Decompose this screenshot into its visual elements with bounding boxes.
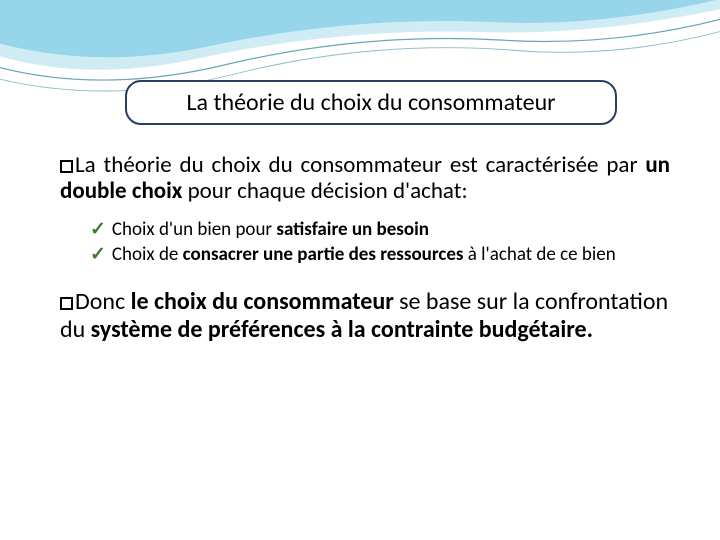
subitem-pre: Choix d'un bien pour [112, 218, 276, 241]
para1-prefix: La théorie du choix du consommateur est … [75, 151, 645, 179]
list-item-text: Choix d'un bien pour satisfaire un besoi… [112, 219, 670, 242]
square-bullet-icon [60, 297, 73, 310]
para2-b1: le choix du consommateur [131, 287, 400, 316]
content-area: La théorie du choix du consommateur est … [60, 152, 670, 344]
checkmark-icon: ✓ [90, 244, 106, 267]
para2-t1: Donc [75, 287, 131, 316]
paragraph-1: La théorie du choix du consommateur est … [60, 152, 670, 205]
para1-suffix: pour chaque décision d'achat: [182, 177, 467, 205]
title-box: La théorie du choix du consommateur [125, 80, 617, 125]
list-item-text: Choix de consacrer une partie des ressou… [112, 244, 670, 267]
para2-b2: système de préférences à la contrainte b… [91, 315, 593, 344]
subitem-bold: satisfaire un besoin [276, 218, 429, 241]
sub-list: ✓ Choix d'un bien pour satisfaire un bes… [90, 219, 670, 267]
subitem-bold: consacrer une partie des ressources [183, 243, 464, 266]
subitem-pre: Choix de [112, 243, 183, 266]
square-bullet-icon [60, 160, 73, 173]
paragraph-2: Donc le choix du consommateur se base su… [60, 288, 670, 343]
list-item: ✓ Choix de consacrer une partie des ress… [90, 244, 670, 267]
slide-title: La théorie du choix du consommateur [186, 88, 555, 117]
subitem-post: à l'achat de ce bien [463, 243, 615, 266]
list-item: ✓ Choix d'un bien pour satisfaire un bes… [90, 219, 670, 242]
checkmark-icon: ✓ [90, 219, 106, 242]
